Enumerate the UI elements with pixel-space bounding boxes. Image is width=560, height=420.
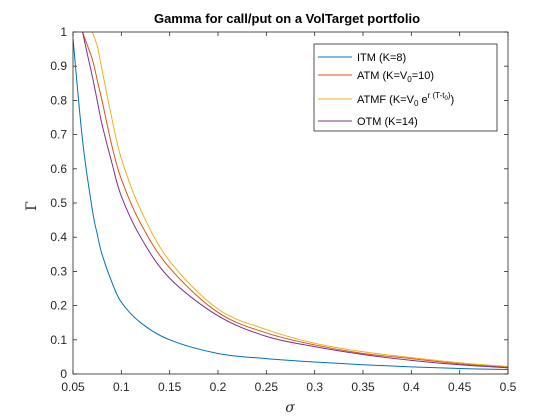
legend-entry: OTM (K=14) xyxy=(357,116,418,128)
y-tick-label: 0.7 xyxy=(50,128,67,142)
x-tick-label: 0.4 xyxy=(403,380,420,394)
x-tick-label: 0.45 xyxy=(448,380,472,394)
legend-text-part: OTM (K=14) xyxy=(357,116,418,128)
y-tick-label: 0 xyxy=(60,367,67,381)
axis-ticks: 0.05 0.1 0.15 0.2 0.25 0.3 0.35 0.4 0.45 0.5 0 0.1 0… xyxy=(50,25,516,394)
x-tick-label: 0.35 xyxy=(351,380,375,394)
x-tick-label: 0.25 xyxy=(255,380,279,394)
x-tick-label: 0.5 xyxy=(500,380,517,394)
y-tick-label: 0.2 xyxy=(50,299,67,313)
legend-text-part: e xyxy=(418,94,427,106)
legend-text-part: 0 xyxy=(444,96,448,102)
series-line-3 xyxy=(82,32,508,369)
x-tick-label: 0.05 xyxy=(61,380,85,394)
legend-entry: ATM (K=V0=10) xyxy=(357,70,434,84)
y-tick-label: 0.1 xyxy=(50,333,67,347)
y-tick-label: 0.3 xyxy=(50,264,67,278)
series-line-1 xyxy=(82,32,508,368)
series-line-2 xyxy=(91,32,508,367)
legend-entry: ATMF (K=V0 er (T-t0)) xyxy=(357,91,454,108)
x-tick-label: 0.2 xyxy=(210,380,227,394)
x-axis-label: σ xyxy=(285,400,295,416)
x-tick-label: 0.1 xyxy=(113,380,130,394)
series-line-0 xyxy=(73,38,508,371)
legend-text-part: =10) xyxy=(412,70,434,82)
y-tick-label: 0.4 xyxy=(50,230,67,244)
y-tick-label: 0.5 xyxy=(50,196,67,210)
legend-text-part: r (T-t xyxy=(428,91,446,100)
legend-entry: ITM (K=8) xyxy=(357,52,406,64)
plot-frame xyxy=(72,31,509,375)
y-tick-label: 0.8 xyxy=(50,93,67,107)
y-axis-label: Γ xyxy=(24,201,40,211)
chart-title: Gamma for call/put on a VolTarget portfo… xyxy=(154,11,420,26)
legend-text-part: 0 xyxy=(407,75,412,84)
legend-text-part: ) xyxy=(451,94,455,106)
legend-text-part: ) xyxy=(448,91,451,100)
legend-text-part: ITM (K=8) xyxy=(357,52,406,64)
y-tick-label: 0.6 xyxy=(50,162,67,176)
y-tick-label: 0.9 xyxy=(50,59,67,73)
x-tick-label: 0.3 xyxy=(306,380,323,394)
legend-box xyxy=(313,43,498,132)
x-tick-label: 0.15 xyxy=(158,380,182,394)
series-lines xyxy=(73,32,508,371)
legend-text-part: ATM (K=V xyxy=(357,70,408,82)
legend-text-part: 0 xyxy=(414,99,419,108)
legend-text-part: ATMF (K=V xyxy=(357,94,415,106)
legend: ITM (K=8)ATM (K=V0=10)ATMF (K=V0 er (T-t… xyxy=(313,43,498,132)
y-tick-label: 1 xyxy=(60,25,67,39)
